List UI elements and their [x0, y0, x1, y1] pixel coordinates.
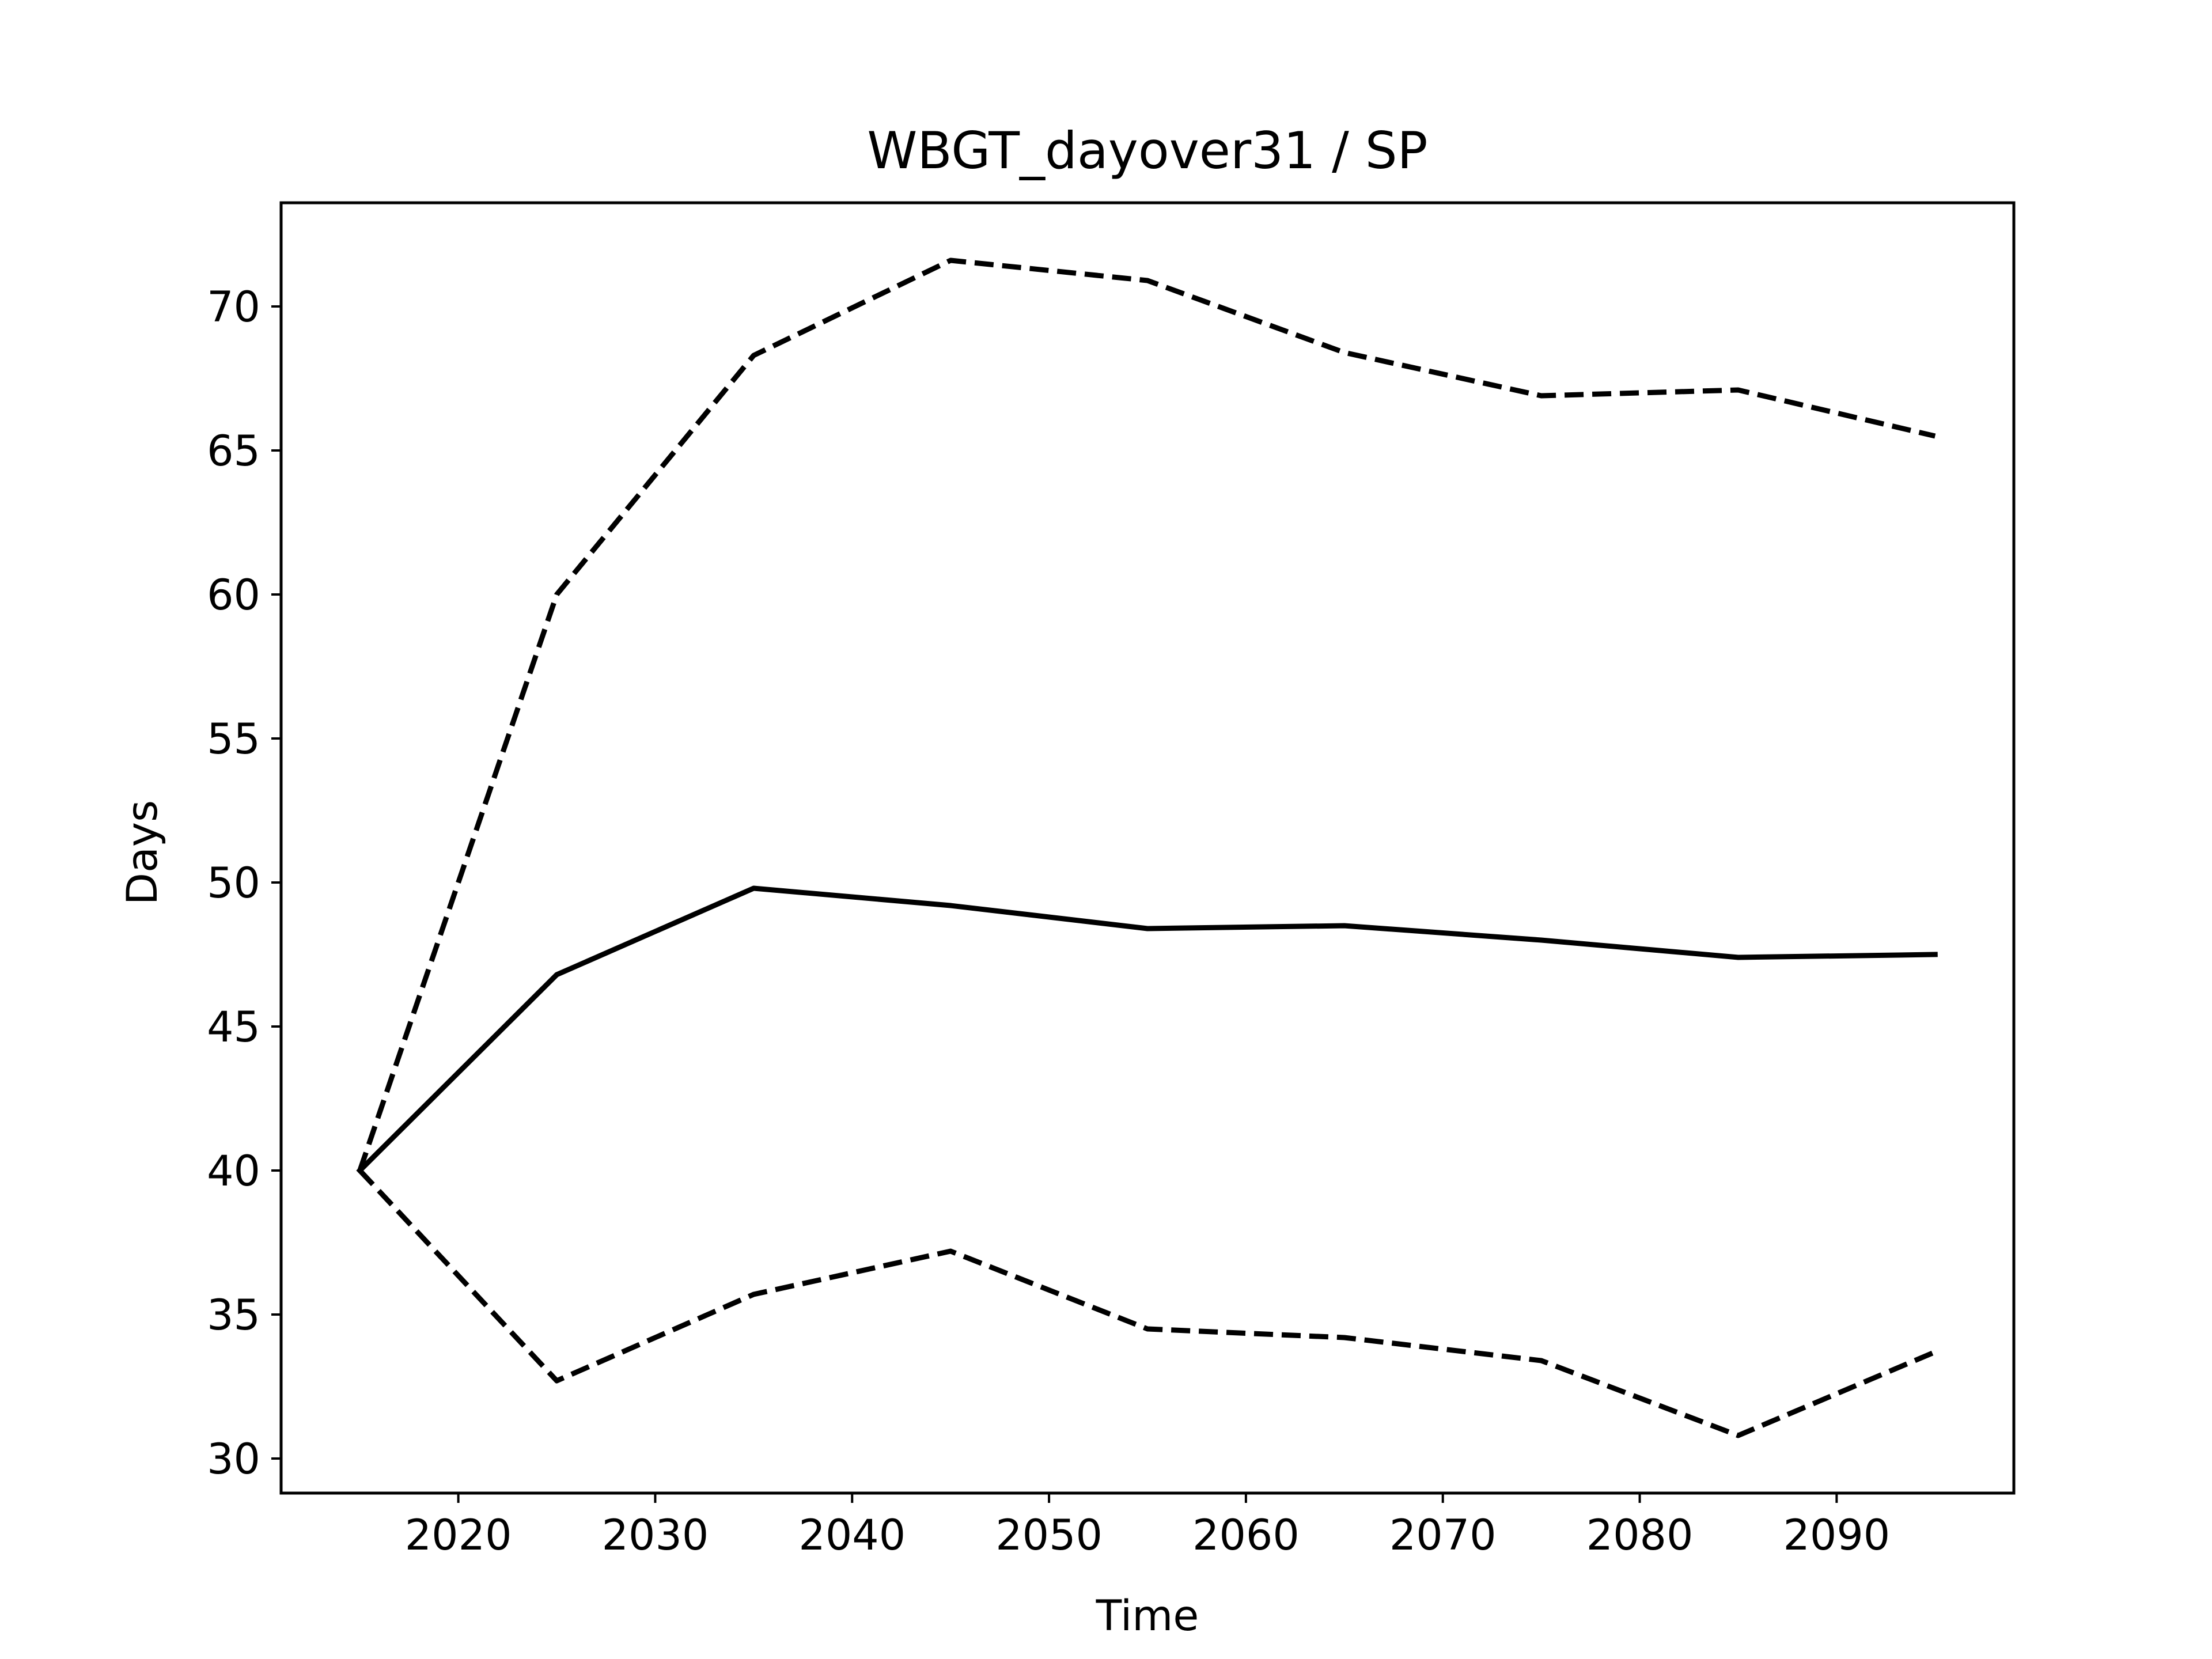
x-tick-label: 2020 [405, 1511, 512, 1560]
x-tick-label: 2070 [1389, 1511, 1497, 1560]
series-line-1 [357, 257, 1936, 1172]
series-layer [356, 257, 1938, 1438]
x-tick-label: 2080 [1586, 1511, 1694, 1560]
y-tick-label: 45 [207, 1003, 260, 1052]
y-tick-label: 60 [207, 571, 260, 620]
y-tick-label: 50 [207, 859, 260, 908]
x-tick-label: 2090 [1783, 1511, 1890, 1560]
series-line-3 [358, 1168, 1937, 1438]
series-line-2 [356, 885, 1938, 1175]
tick-layer: 2020 2030 2040 2050 2060 2070 2080 2090 30 35 40 45… [207, 283, 1890, 1560]
x-tick-label: 2040 [798, 1511, 906, 1560]
x-tick-label: 2060 [1192, 1511, 1300, 1560]
y-tick-label: 65 [207, 427, 260, 476]
x-axis-label: Time [1096, 1592, 1199, 1641]
x-tick-label: 2050 [995, 1511, 1103, 1560]
y-axis-label: Days [118, 800, 167, 905]
y-tick-label: 55 [207, 715, 260, 764]
y-tick-label: 40 [207, 1147, 260, 1196]
chart-title: WBGT_dayover31 / SP [867, 121, 1427, 180]
x-tick-label: 2030 [602, 1511, 709, 1560]
plot-frame [279, 201, 2016, 1495]
y-tick-label: 35 [207, 1291, 260, 1340]
y-tick-label: 30 [207, 1435, 260, 1484]
y-tick-label: 70 [207, 283, 260, 332]
